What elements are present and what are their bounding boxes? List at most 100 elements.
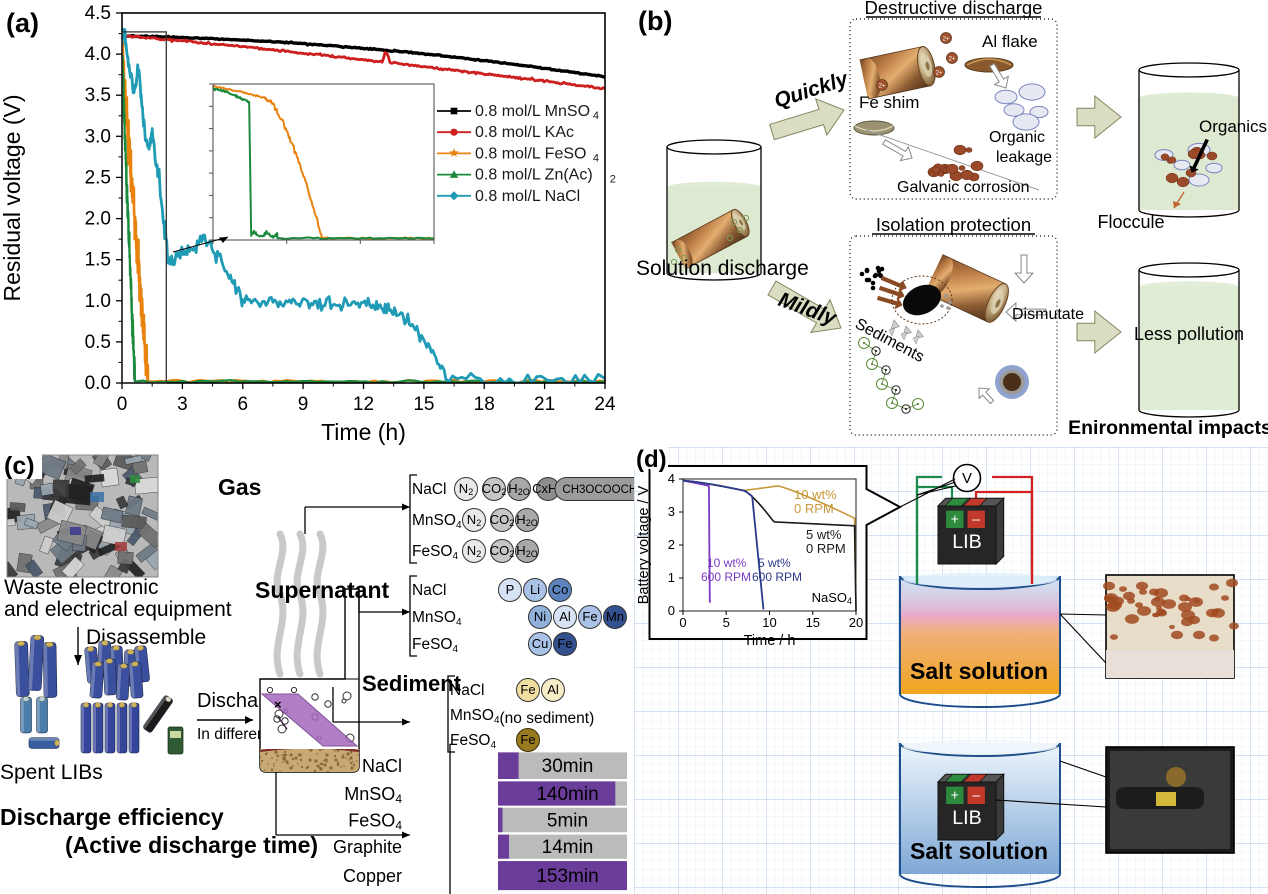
svg-text:3.5: 3.5 [85, 85, 111, 106]
svg-text:Ni: Ni [534, 609, 546, 624]
svg-text:LIB: LIB [952, 807, 982, 829]
svg-text:Time / h: Time / h [744, 633, 796, 649]
svg-text:20: 20 [849, 615, 863, 630]
svg-text:MnSO4: MnSO4 [344, 784, 402, 806]
svg-text:Waste electronic: Waste electronic [4, 576, 158, 599]
svg-text:CH3OCOOCH3: CH3OCOOCH3 [562, 484, 634, 496]
svg-text:0.5: 0.5 [85, 332, 111, 353]
svg-text:0.8 mol/L NaCl: 0.8 mol/L NaCl [475, 188, 580, 205]
svg-text:(a): (a) [6, 8, 39, 38]
svg-text:Organics: Organics [1199, 117, 1267, 136]
svg-text:Al flake: Al flake [982, 32, 1038, 51]
svg-text:P: P [506, 582, 515, 597]
svg-text:0 RPM: 0 RPM [806, 541, 846, 556]
svg-text:2: 2 [610, 174, 616, 186]
svg-text:153min: 153min [536, 866, 598, 887]
svg-text:leakage: leakage [996, 149, 1052, 166]
svg-text:3.0: 3.0 [85, 126, 111, 147]
svg-text:15: 15 [806, 615, 820, 630]
svg-text:+: + [951, 786, 959, 802]
svg-text:4: 4 [593, 152, 599, 164]
svg-text:2: 2 [668, 537, 675, 552]
svg-text:0: 0 [117, 394, 128, 415]
svg-text:Discharge efficiency: Discharge efficiency [0, 804, 224, 830]
svg-text:5 wt%: 5 wt% [806, 527, 842, 542]
svg-text:6: 6 [238, 394, 249, 415]
svg-text:2+: 2+ [936, 71, 943, 77]
svg-text:(c): (c) [4, 452, 35, 480]
svg-text:Isolation protection: Isolation protection [876, 214, 1031, 235]
svg-text:FeSO4: FeSO4 [412, 543, 458, 562]
svg-text:5: 5 [723, 615, 730, 630]
svg-text:Less pollution: Less pollution [1134, 324, 1244, 344]
svg-text:Sediment: Sediment [362, 671, 462, 696]
svg-text:Copper: Copper [343, 866, 402, 886]
svg-text:MnSO4: MnSO4 [412, 609, 462, 628]
svg-text:2+: 2+ [949, 57, 956, 63]
svg-text:Battery voltage / V: Battery voltage / V [636, 485, 652, 604]
svg-text:5 wt%: 5 wt% [758, 556, 791, 570]
svg-text:21: 21 [534, 394, 555, 415]
svg-text:1: 1 [668, 570, 675, 585]
svg-text:18: 18 [474, 394, 495, 415]
svg-text:0.8 mol/L Zn(Ac): 0.8 mol/L Zn(Ac) [475, 167, 593, 184]
svg-text:Fe: Fe [520, 732, 535, 747]
svg-text:Fe: Fe [520, 682, 535, 697]
svg-text:(b): (b) [638, 6, 672, 36]
svg-text:and electrical equipment: and electrical equipment [4, 598, 232, 621]
svg-text:0.8 mol/L KAc: 0.8 mol/L KAc [475, 124, 574, 141]
svg-text:Mn: Mn [606, 609, 624, 624]
svg-text:Co: Co [552, 582, 569, 597]
svg-text:0.8 mol/L MnSO: 0.8 mol/L MnSO [475, 103, 590, 120]
svg-text:–: – [972, 510, 980, 526]
svg-text:NaCl: NaCl [450, 682, 484, 699]
svg-text:0.0: 0.0 [85, 373, 111, 394]
svg-text:Spent LIBs: Spent LIBs [0, 761, 103, 784]
svg-text:★: ★ [448, 146, 459, 160]
svg-text:(Active discharge time): (Active discharge time) [65, 832, 318, 858]
svg-text:FeSO4: FeSO4 [412, 636, 458, 655]
svg-text:3: 3 [177, 394, 188, 415]
svg-text:1.0: 1.0 [85, 291, 111, 312]
svg-text:3: 3 [668, 504, 675, 519]
svg-text:(d): (d) [636, 447, 667, 473]
svg-text:Time (h): Time (h) [321, 419, 406, 445]
svg-text:×: × [274, 697, 282, 712]
svg-text:Galvanic corrosion: Galvanic corrosion [897, 179, 1030, 196]
svg-text:0: 0 [679, 615, 686, 630]
svg-text:Fe shim: Fe shim [859, 93, 919, 112]
svg-text:NaCl: NaCl [412, 481, 446, 498]
svg-text:Fe: Fe [582, 609, 597, 624]
svg-text:1.5: 1.5 [85, 250, 111, 271]
svg-text:2.0: 2.0 [85, 209, 111, 230]
svg-text:NaSO4: NaSO4 [812, 590, 852, 606]
svg-text:Al: Al [559, 609, 571, 624]
svg-text:9: 9 [298, 394, 309, 415]
svg-text:Destructive discharge: Destructive discharge [865, 0, 1043, 18]
svg-text:NaCl: NaCl [362, 756, 402, 776]
svg-text:10 wt%: 10 wt% [794, 487, 837, 502]
svg-text:2+: 2+ [879, 84, 886, 90]
svg-text:Li: Li [530, 582, 540, 597]
svg-text:14min: 14min [542, 837, 594, 858]
svg-text:Enironmental impacts: Enironmental impacts [1068, 417, 1268, 439]
svg-text:Solution discharge: Solution discharge [636, 257, 809, 280]
svg-text:600 RPM: 600 RPM [752, 570, 802, 584]
svg-text:2.5: 2.5 [85, 167, 111, 188]
svg-text:Cu: Cu [532, 636, 549, 651]
svg-text:MnSO4: MnSO4 [412, 512, 462, 531]
svg-text:FeSO4: FeSO4 [450, 732, 496, 751]
svg-text:LIB: LIB [952, 531, 982, 553]
svg-text:4.0: 4.0 [85, 44, 111, 65]
svg-text:–: – [972, 786, 980, 802]
svg-text:0 RPM: 0 RPM [794, 501, 834, 516]
svg-text:Residual voltage (V): Residual voltage (V) [0, 94, 25, 301]
svg-text:12: 12 [353, 394, 374, 415]
svg-text:Salt solution: Salt solution [910, 838, 1048, 864]
svg-text:Dismutate: Dismutate [1012, 306, 1084, 323]
svg-text:0.8 mol/L FeSO: 0.8 mol/L FeSO [475, 145, 586, 162]
svg-text:+: + [951, 510, 959, 526]
svg-text:600 RPM: 600 RPM [701, 570, 751, 584]
svg-text:FeSO4: FeSO4 [348, 810, 402, 832]
svg-text:0: 0 [668, 603, 675, 618]
